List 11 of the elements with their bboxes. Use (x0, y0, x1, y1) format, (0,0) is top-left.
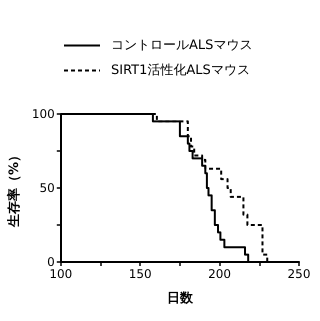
y-tick-label: 0 (47, 255, 55, 269)
legend-label: SIRT1活性化ALSマウス (111, 63, 250, 78)
y-tick-label: 100 (32, 107, 55, 121)
x-tick-label: 250 (288, 267, 310, 281)
x-tick-label: 150 (128, 267, 152, 281)
x-axis-title: 日数 (166, 291, 194, 306)
legend-label: コントロールALSマウス (111, 38, 252, 53)
x-tick-label: 100 (49, 267, 72, 281)
y-axis-title: 生存率（%） (6, 148, 22, 228)
y-tick-label: 50 (40, 181, 55, 195)
x-tick-label: 200 (208, 267, 232, 281)
